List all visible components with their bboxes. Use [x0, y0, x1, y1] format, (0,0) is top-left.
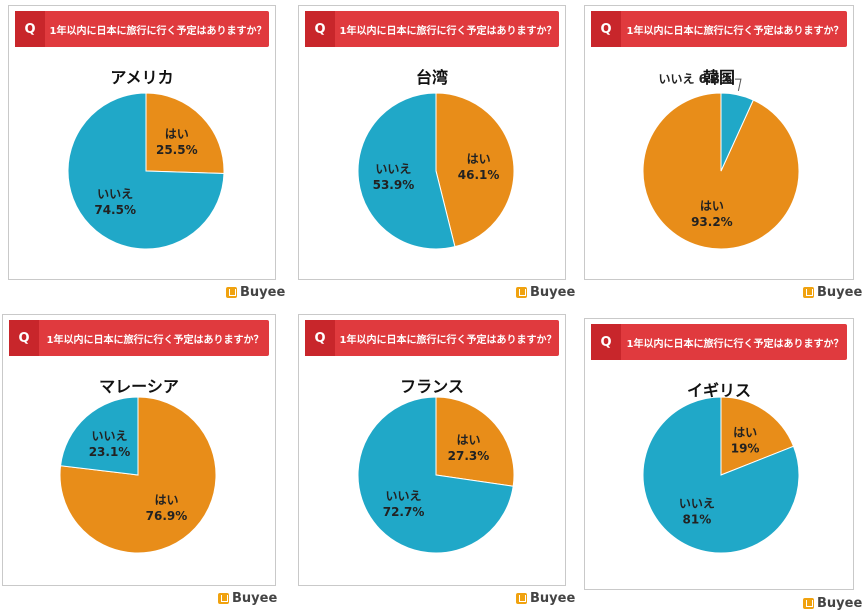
question-text: 1年以内に日本に旅行に行く予定はありますか？: [626, 338, 844, 350]
pie-slice-yes: [720, 396, 795, 476]
buyee-logo: Buyee: [803, 285, 862, 300]
leader-line: [734, 78, 742, 91]
buyee-logo: Buyee: [803, 596, 862, 611]
pie-chart: はい 27.3% いいえ 72.7%: [357, 396, 515, 554]
slice-label: はい: [733, 426, 757, 440]
question-text: 1年以内に日本に旅行に行く予定はありますか？: [49, 25, 267, 37]
pie-slice-no: [60, 396, 139, 476]
buyee-logo: Buyee: [218, 591, 277, 606]
q-icon: Q: [305, 320, 335, 356]
pie-slice-no: [720, 92, 754, 172]
pie-slice-yes: [145, 92, 225, 174]
question-bar: Q 1年以内に日本に旅行に行く予定はありますか？: [305, 320, 559, 356]
q-icon: Q: [305, 11, 335, 47]
question-text: 1年以内に日本に旅行に行く予定はありますか？: [339, 25, 557, 37]
chart-title: 韓国: [702, 68, 735, 87]
chart-title: アメリカ: [110, 68, 174, 87]
slice-value-label: 81%: [683, 512, 712, 526]
pie-slice-no: [357, 396, 514, 554]
chart-title: マレーシア: [99, 377, 179, 396]
chart-panel-uk: Q 1年以内に日本に旅行に行く予定はありますか？ イギリス はい 19% いいえ 81…: [584, 318, 854, 590]
pie-chart: はい 46.1% いいえ 53.9%: [357, 92, 515, 250]
slice-value-label: 74.5%: [94, 203, 136, 217]
pie-slice-no: [642, 396, 800, 554]
slice-label: いいえ 6.8%: [658, 72, 731, 86]
slice-value-label: 19%: [731, 442, 760, 456]
buyee-logo-icon: [226, 287, 237, 298]
pie-chart: はい 76.9% いいえ 23.1%: [59, 396, 217, 554]
pie-slice-yes: [435, 396, 515, 487]
buyee-logo-icon: [516, 287, 527, 298]
q-icon: Q: [591, 11, 621, 47]
question-bar: Q 1年以内に日本に旅行に行く予定はありますか？: [15, 11, 269, 47]
chart-panel-france: Q 1年以内に日本に旅行に行く予定はありますか？ フランス はい 27.3% いいえ…: [298, 314, 566, 586]
question-text: 1年以内に日本に旅行に行く予定はありますか？: [626, 25, 844, 37]
question-bar: Q 1年以内に日本に旅行に行く予定はありますか？: [591, 11, 847, 47]
slice-value-label: 72.7%: [383, 505, 425, 519]
slice-label: はい: [467, 152, 491, 166]
buyee-logo-icon: [218, 593, 229, 604]
chart-title: 台湾: [415, 68, 448, 87]
buyee-logo: Buyee: [226, 285, 285, 300]
slice-label: はい: [700, 199, 724, 213]
slice-value-label: 27.3%: [448, 449, 490, 463]
pie-slice-no: [67, 92, 225, 250]
buyee-logo: Buyee: [516, 285, 575, 300]
slice-label: いいえ: [97, 187, 133, 201]
slice-label: いいえ: [679, 496, 715, 510]
q-icon: Q: [15, 11, 45, 47]
slice-label: はい: [456, 433, 480, 447]
slice-label: はい: [165, 127, 189, 141]
question-text: 1年以内に日本に旅行に行く予定はありますか？: [46, 334, 264, 346]
pie-chart: はい 93.2% いいえ 6.8%: [642, 72, 800, 250]
slice-label: いいえ: [386, 489, 422, 503]
pie-slice-yes: [435, 92, 515, 248]
q-icon: Q: [9, 320, 39, 356]
slice-value-label: 46.1%: [458, 168, 500, 182]
question-bar: Q 1年以内に日本に旅行に行く予定はありますか？: [305, 11, 559, 47]
slice-value-label: 23.1%: [89, 445, 131, 459]
chart-panel-korea: Q 1年以内に日本に旅行に行く予定はありますか？ 韓国 はい 93.2% いいえ 6…: [584, 5, 854, 280]
slice-label: はい: [154, 493, 178, 507]
chart-panel-usa: Q 1年以内に日本に旅行に行く予定はありますか？ アメリカ はい 25.5% いいえ…: [8, 5, 276, 280]
slice-value-label: 25.5%: [156, 143, 198, 157]
question-bar: Q 1年以内に日本に旅行に行く予定はありますか？: [591, 324, 847, 360]
buyee-logo-icon: [803, 598, 814, 609]
slice-label: いいえ: [375, 162, 411, 176]
question-bar: Q 1年以内に日本に旅行に行く予定はありますか？: [9, 320, 269, 356]
slice-value-label: 93.2%: [691, 215, 733, 229]
buyee-logo: Buyee: [516, 591, 575, 606]
chart-title: フランス: [400, 377, 464, 396]
slice-value-label: 53.9%: [373, 178, 415, 192]
slice-value-label: 76.9%: [146, 509, 188, 523]
slice-label: いいえ: [92, 429, 128, 443]
pie-chart: はい 19% いいえ 81%: [642, 396, 800, 554]
chart-title: イギリス: [686, 381, 751, 400]
pie-slice-no: [357, 92, 456, 250]
q-icon: Q: [591, 324, 621, 360]
buyee-logo-icon: [803, 287, 814, 298]
chart-panel-taiwan: Q 1年以内に日本に旅行に行く予定はありますか？ 台湾 はい 46.1% いいえ 53…: [298, 5, 566, 280]
pie-chart: はい 25.5% いいえ 74.5%: [67, 92, 225, 250]
question-text: 1年以内に日本に旅行に行く予定はありますか？: [339, 334, 557, 346]
buyee-logo-icon: [516, 593, 527, 604]
chart-panel-malaysia: Q 1年以内に日本に旅行に行く予定はありますか？ マレーシア はい 76.9% いい…: [2, 314, 276, 586]
